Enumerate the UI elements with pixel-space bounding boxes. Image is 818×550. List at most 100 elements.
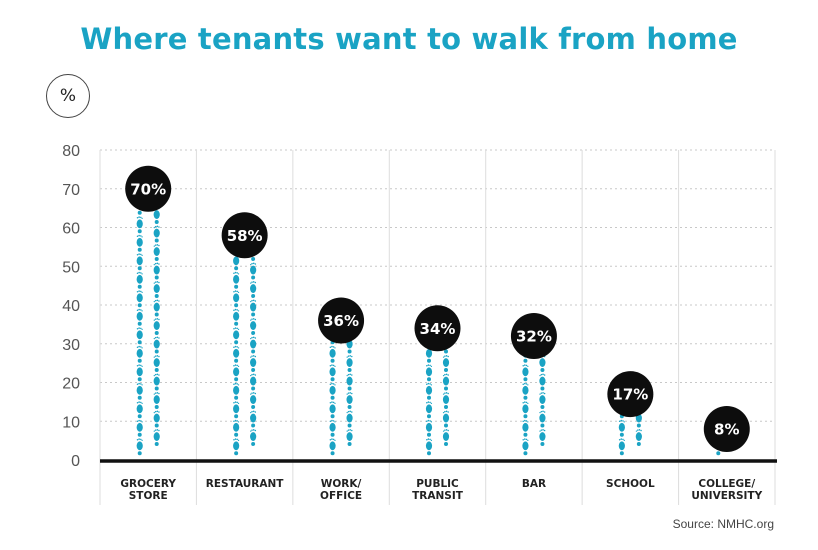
footprint-icon (522, 382, 529, 400)
footprint-icon (442, 429, 450, 446)
bar: 36% (318, 297, 365, 456)
footprint-icon (442, 392, 450, 409)
y-tick-label: 20 (62, 376, 80, 393)
footprint-icon (153, 281, 160, 298)
footprint-icon (153, 336, 160, 354)
value-badge (318, 297, 365, 344)
footprint-icon (250, 392, 257, 409)
y-tick-label: 30 (62, 337, 80, 354)
y-tick-label: 80 (62, 143, 80, 160)
footprint-icon (250, 262, 257, 280)
x-category-label: GROCERY STORE (120, 478, 176, 502)
y-tick-label: 60 (62, 221, 80, 238)
footprint-icon (329, 401, 336, 419)
footprint-icon (539, 429, 546, 446)
footprint-icon (442, 373, 450, 391)
x-category-label: BAR (522, 478, 546, 490)
footprint-icon (522, 438, 529, 456)
footprint-icon (136, 253, 143, 271)
footprint-icon (329, 364, 336, 382)
value-badge (125, 165, 172, 212)
footprint-icon (233, 308, 240, 326)
footprint-icon (346, 429, 353, 446)
footprint-icon (136, 216, 143, 234)
chart-title: Where tenants want to walk from home (80, 22, 738, 56)
footprint-icon (250, 410, 257, 428)
footprint-icon (618, 419, 625, 437)
footprint-icon (153, 392, 160, 409)
data-label: 34% (420, 320, 456, 338)
value-badge (510, 313, 557, 359)
footprint-icon (250, 336, 257, 354)
footprint-icon (250, 429, 257, 446)
data-label: 58% (227, 227, 263, 245)
footprint-icon (250, 281, 257, 298)
footprint-icon (635, 429, 642, 446)
footprint-icon (425, 401, 433, 419)
footprint-trail (136, 188, 160, 456)
footprint-icon (136, 419, 143, 437)
x-category-label: PUBLIC TRANSIT (412, 478, 464, 502)
y-tick-label: 70 (62, 182, 80, 199)
x-category-label: SCHOOL (606, 478, 655, 490)
bar: 34% (414, 305, 461, 456)
y-tick-label: 40 (62, 298, 80, 315)
value-badge (607, 371, 654, 418)
footprint-icon (136, 308, 143, 326)
footprint-icon (539, 392, 546, 409)
footprint-icon (153, 318, 160, 335)
footprint-icon (346, 392, 353, 409)
data-label: 70% (130, 180, 166, 198)
y-tick-label: 10 (62, 414, 80, 431)
footprint-icon (153, 299, 160, 317)
unit-badge: % (46, 74, 90, 118)
footprint-icon (539, 410, 546, 428)
bar: 17% (607, 371, 654, 456)
footprint-icon (346, 410, 353, 428)
data-label: 36% (323, 312, 359, 330)
footprint-icon (425, 419, 433, 437)
footprint-icon (250, 318, 257, 335)
footprint-icon (539, 373, 546, 391)
value-badge (703, 406, 750, 452)
footprint-icon (153, 373, 160, 391)
y-tick-label: 0 (71, 453, 80, 470)
footprint-icon (153, 244, 160, 261)
bar: 32% (510, 313, 557, 456)
footprint-icon (522, 401, 529, 419)
footprint-icon (522, 364, 529, 382)
footprint-icon (329, 382, 336, 400)
footprint-icon (425, 382, 433, 400)
footprint-icon (522, 419, 529, 437)
footprint-icon (233, 290, 240, 308)
footprint-icon (233, 382, 240, 400)
y-tick-label: 50 (62, 259, 80, 276)
data-label: 8% (714, 421, 739, 439)
footprint-icon (250, 299, 257, 317)
footprint-icon (233, 345, 240, 363)
footprint-icon (346, 373, 353, 391)
footprint-icon (425, 364, 433, 382)
x-category-label: COLLEGE/UNIVERSITY (691, 478, 762, 502)
footprint-icon (136, 234, 143, 252)
footprint-icon (329, 438, 336, 456)
footprint-icon (153, 429, 160, 446)
footprint-icon (233, 401, 240, 419)
footprint-icon (329, 345, 336, 363)
footprint-icon (136, 382, 143, 400)
footprint-icon (250, 373, 257, 391)
footprint-icon (153, 262, 160, 280)
footprint-icon (618, 438, 625, 456)
footprint-icon (153, 410, 160, 428)
footprint-icon (329, 419, 336, 437)
footprint-icon (346, 355, 353, 372)
footprint-icon (233, 364, 240, 382)
source-note: Source: NMHC.org (672, 517, 774, 531)
footprint-icon (233, 271, 240, 289)
bar: 70% (125, 165, 172, 456)
x-category-label: RESTAURANT (206, 478, 284, 490)
footprint-icon (442, 355, 450, 372)
data-label: 17% (612, 386, 648, 404)
footprint-icon (136, 401, 143, 419)
